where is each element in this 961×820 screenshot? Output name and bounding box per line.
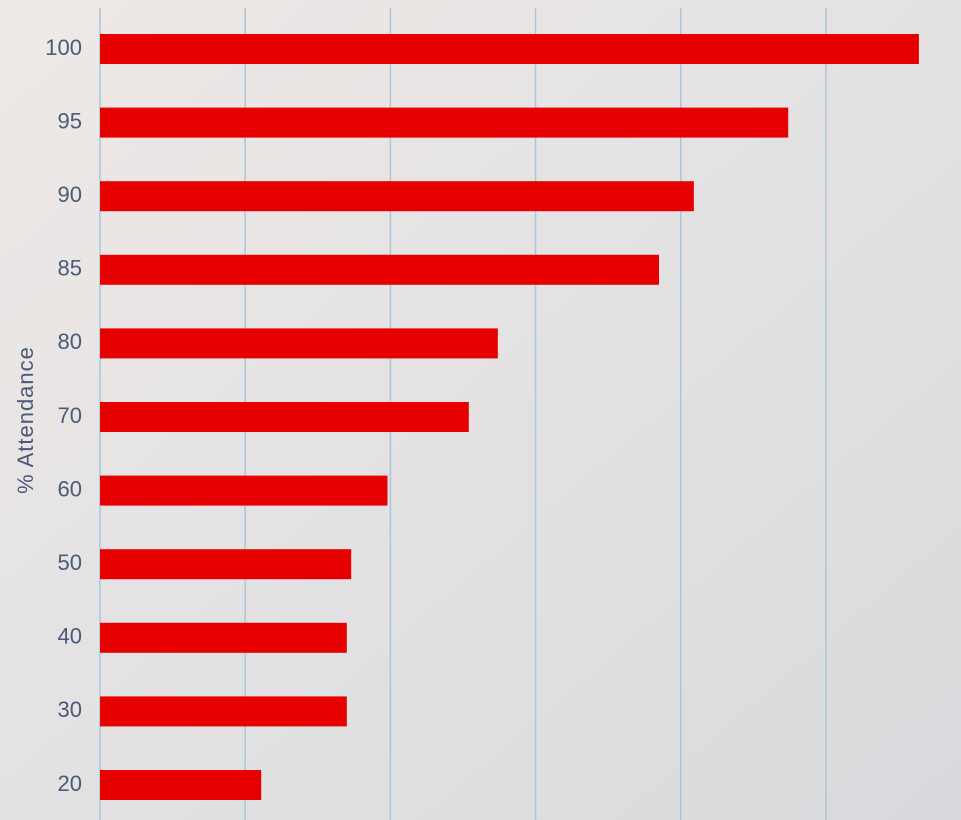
- y-axis-label: % Attendance: [13, 346, 38, 494]
- bar: [100, 34, 919, 64]
- y-tick-label: 80: [58, 329, 82, 354]
- y-tick-label: 60: [58, 476, 82, 501]
- bar: [100, 549, 352, 580]
- bar: [100, 696, 347, 727]
- bar: [100, 254, 659, 285]
- y-tick-label: 20: [58, 771, 82, 796]
- bar: [100, 475, 388, 506]
- y-tick-label: 40: [58, 624, 82, 649]
- y-tick-label: 90: [58, 182, 82, 207]
- bar: [100, 402, 469, 432]
- y-tick-label: 70: [58, 403, 82, 428]
- y-tick-label: 85: [58, 256, 82, 281]
- y-tick-label: 100: [45, 35, 82, 60]
- bar: [100, 181, 694, 212]
- bar: [100, 770, 262, 800]
- bar: [100, 107, 789, 138]
- y-tick-label: 30: [58, 697, 82, 722]
- y-tick-label: 95: [58, 108, 82, 133]
- bar: [100, 328, 498, 359]
- bar: [100, 622, 347, 653]
- y-tick-label: 50: [58, 550, 82, 575]
